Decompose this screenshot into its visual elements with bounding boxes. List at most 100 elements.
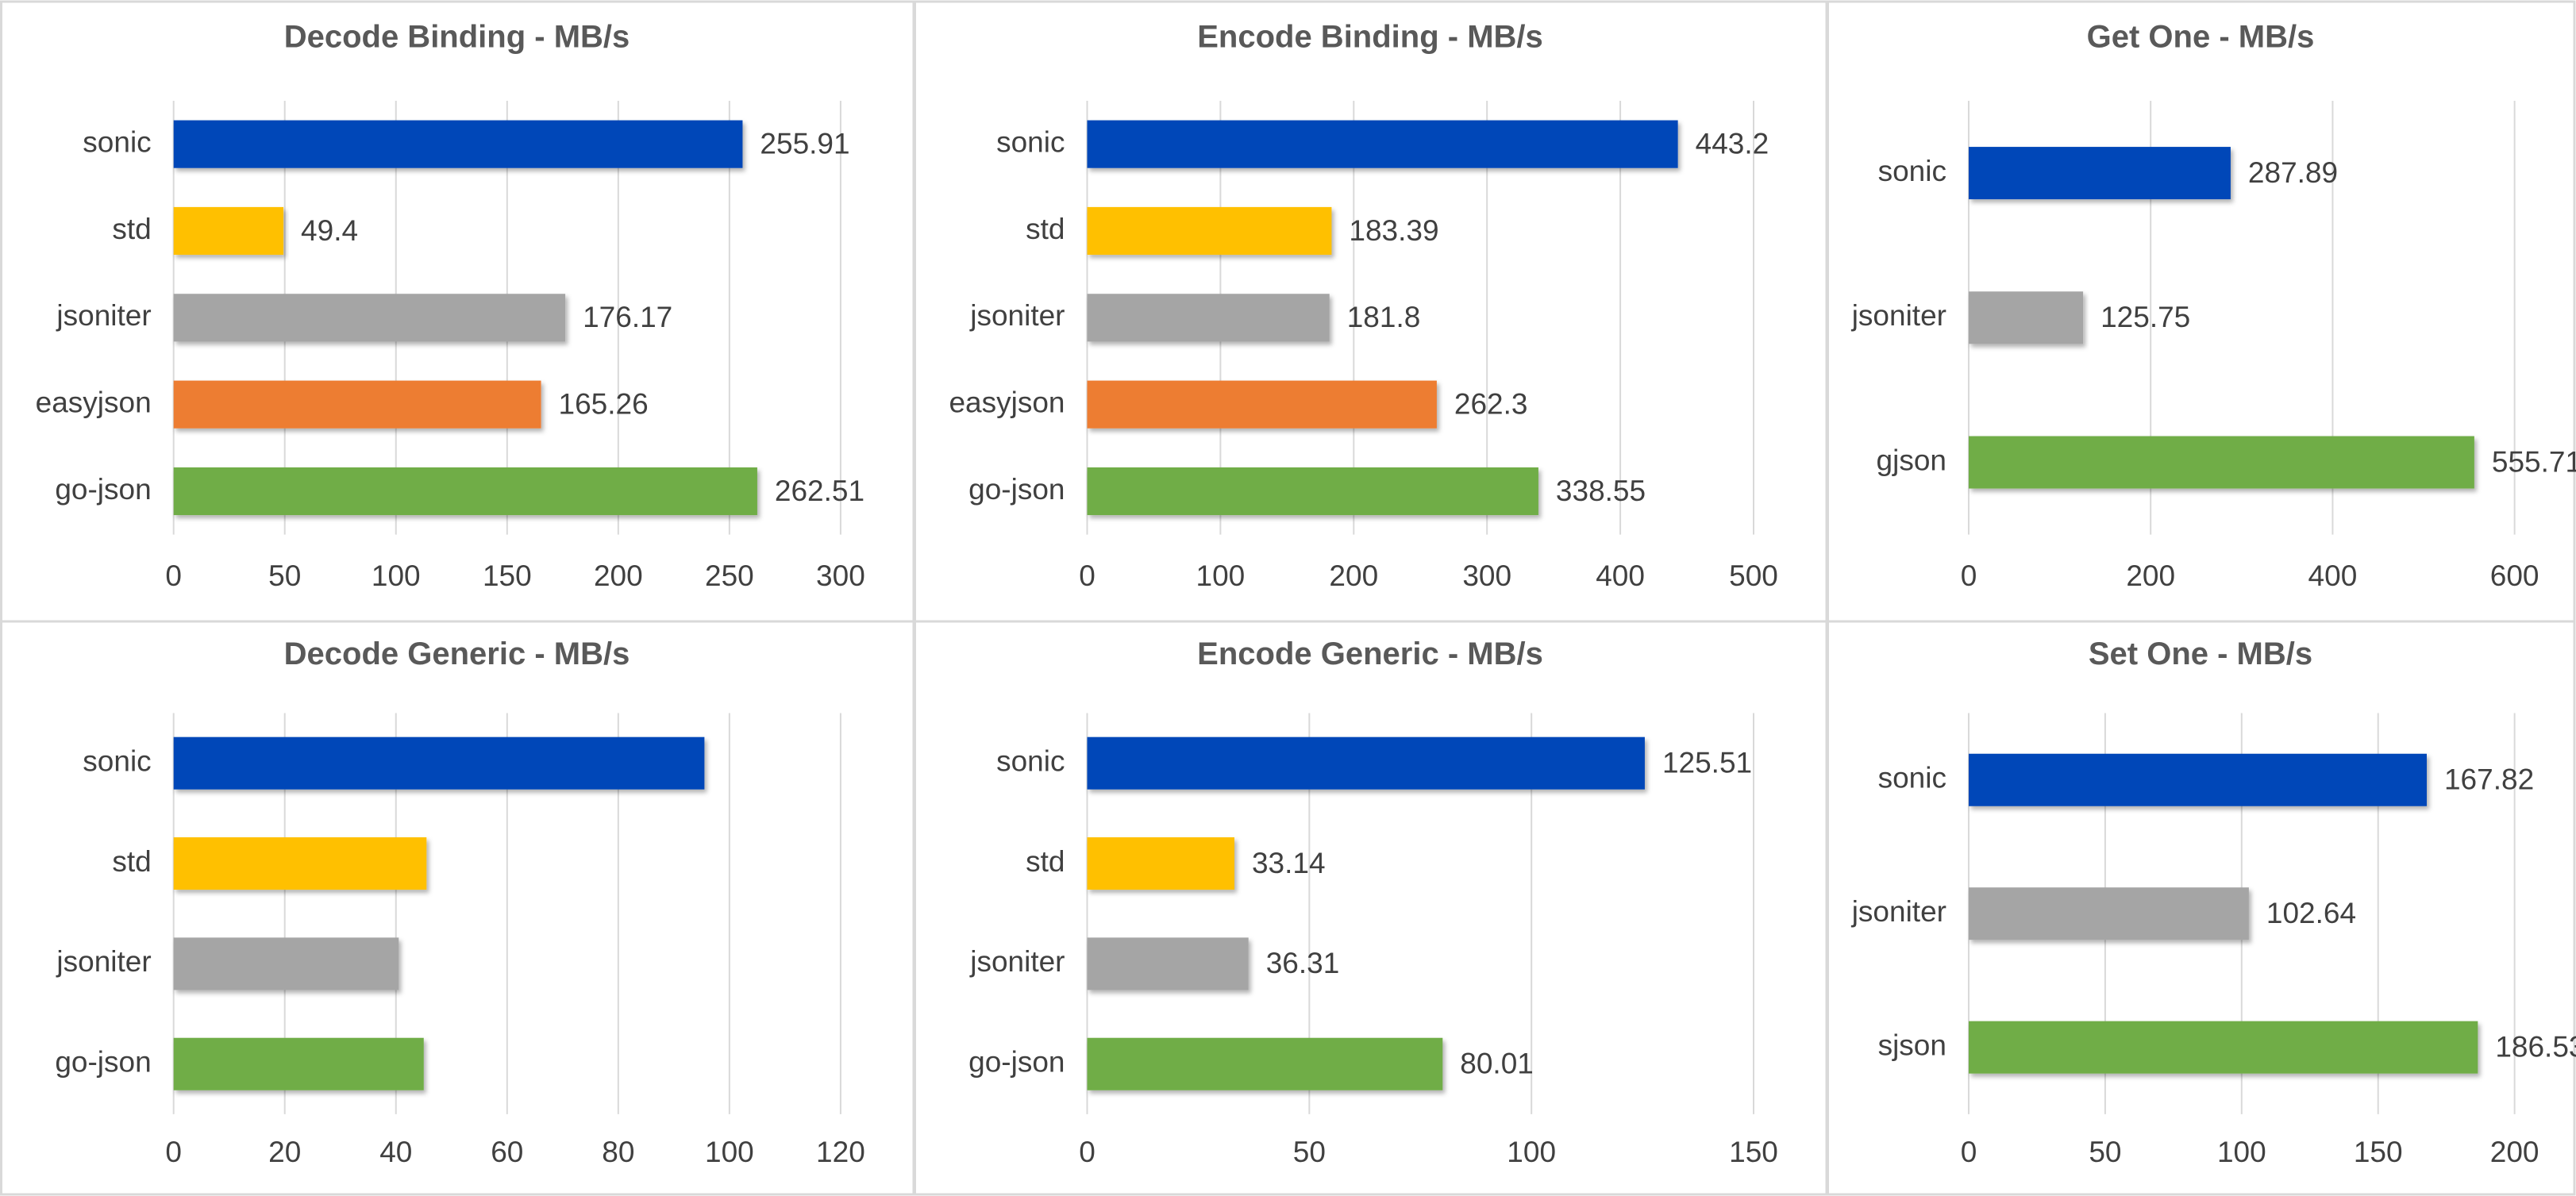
y-tick-label: jsoniter [56,299,151,332]
chart-title: Encode Generic - MB/s [1197,636,1543,671]
y-tick-label: go-json [968,473,1065,506]
x-tick-label: 50 [268,560,301,592]
y-tick-label: go-json [55,1046,151,1079]
chart-title: Decode Generic - MB/s [284,636,630,671]
data-label: 125.75 [2100,301,2190,333]
x-tick-label: 600 [2490,560,2539,592]
chart-title: Set One - MB/s [2089,636,2312,671]
x-tick-label: 200 [2490,1136,2539,1168]
y-tick-label: easyjson [36,386,152,418]
chart-panel [914,620,1828,1196]
y-tick-label: easyjson [949,386,1065,418]
y-tick-label: sjson [1878,1029,1946,1061]
bar [173,467,757,516]
x-tick-label: 50 [2089,1136,2121,1168]
x-tick-label: 40 [379,1136,412,1168]
x-tick-label: 0 [1079,560,1095,592]
y-tick-label: jsoniter [1851,299,1946,332]
x-tick-label: 0 [1079,1136,1095,1168]
bar [173,837,427,890]
y-tick-label: jsoniter [56,945,151,978]
bar [173,937,399,990]
bar [1087,736,1645,790]
y-tick-label: go-json [55,473,151,506]
data-label: 287.89 [2248,156,2338,189]
x-tick-label: 200 [594,560,643,592]
data-label: 125.51 [1662,746,1752,779]
data-label: 167.82 [2444,763,2534,796]
bar [1087,1037,1443,1090]
x-tick-label: 150 [2354,1136,2403,1168]
data-label: 165.26 [559,387,649,420]
x-tick-label: 100 [705,1136,754,1168]
y-tick-label: std [1026,845,1065,878]
data-label: 555.71 [2492,445,2576,478]
data-label: 181.8 [1347,301,1421,333]
bar [173,294,566,342]
x-tick-label: 500 [1729,560,1778,592]
data-label: 183.39 [1349,214,1438,247]
x-tick-label: 120 [816,1136,865,1168]
x-tick-label: 0 [1961,560,1977,592]
data-label: 338.55 [1556,475,1646,507]
chart-panel [0,620,915,1196]
y-tick-label: go-json [968,1046,1065,1079]
x-tick-label: 150 [1729,1136,1778,1168]
y-tick-label: sonic [996,744,1065,777]
data-label: 262.3 [1454,387,1528,420]
bar [1087,294,1330,342]
y-tick-label: jsoniter [1851,895,1946,928]
bar [173,120,743,168]
bar [1968,147,2231,200]
bar [173,736,705,790]
bar [173,1037,424,1090]
x-tick-label: 0 [1961,1136,1977,1168]
y-tick-label: jsoniter [969,945,1065,978]
x-tick-label: 200 [2126,560,2175,592]
y-tick-label: sonic [1878,155,1946,187]
x-tick-label: 400 [2308,560,2358,592]
x-tick-label: 300 [1462,560,1511,592]
x-tick-label: 20 [268,1136,301,1168]
y-tick-label: std [112,845,151,878]
bar [1087,937,1249,990]
bar [1087,380,1437,429]
x-tick-label: 100 [2217,1136,2266,1168]
chart-title: Decode Binding - MB/s [284,19,630,54]
y-tick-label: sonic [1878,762,1946,794]
bar [1087,467,1538,516]
bar [1968,753,2427,806]
bar [1968,436,2474,489]
y-tick-label: sonic [83,125,151,158]
bar [173,380,541,429]
data-label: 33.14 [1252,847,1326,879]
chart-title: Get One - MB/s [2087,19,2315,54]
x-tick-label: 250 [705,560,754,592]
data-label: 49.4 [301,214,358,247]
y-tick-label: sonic [996,125,1065,158]
y-tick-label: sonic [83,744,151,777]
x-tick-label: 50 [1293,1136,1326,1168]
x-tick-label: 0 [165,560,182,592]
x-tick-label: 0 [165,1136,182,1168]
bar [1968,1021,2478,1074]
x-tick-label: 400 [1596,560,1645,592]
data-label: 80.01 [1460,1048,1534,1080]
x-tick-label: 100 [372,560,421,592]
bar [1087,120,1678,168]
chart-panel [914,0,1828,623]
bar [1968,887,2249,940]
x-tick-label: 80 [602,1136,634,1168]
chart-title: Encode Binding - MB/s [1197,19,1543,54]
data-label: 102.64 [2266,897,2356,929]
bar [1087,837,1234,890]
y-tick-label: std [112,213,151,245]
x-tick-label: 150 [483,560,532,592]
x-tick-label: 300 [816,560,865,592]
data-label: 255.91 [760,127,849,160]
x-tick-label: 200 [1329,560,1378,592]
data-label: 262.51 [775,475,864,507]
data-label: 186.53 [2495,1030,2576,1063]
